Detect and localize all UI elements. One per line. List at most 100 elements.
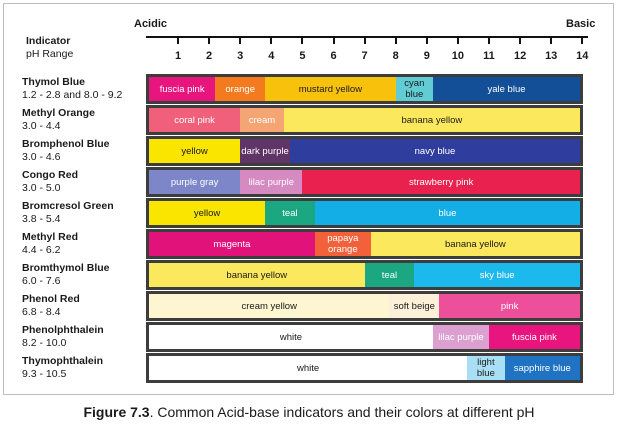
indicator-color-bar: fuscia pink orange mustard yellow cyan blue… [146,74,583,104]
color-segment: soft beige [389,294,440,318]
indicator-ph-range: 3.0 - 4.6 [22,151,61,163]
color-segment: purple gray [149,170,241,194]
color-segment: banana yellow [370,232,580,256]
indicator-ph-range: 3.0 - 4.4 [22,120,61,132]
ph-axis-line [146,36,588,38]
figure-frame: Acidic Basic Indicator pH Range [3,3,614,395]
color-segment: lilac purple [433,325,489,349]
color-segment: banana yellow [149,263,365,287]
indicator-color-bar: purple gray lilac purple strawberry pink [146,167,583,197]
color-segment: sapphire blue [504,356,580,380]
indicator-label: Phenol Red 6.8 - 8.4 [22,293,80,319]
ph-tick-mark [550,36,553,44]
ph-range-header: pH Range [26,48,74,60]
color-segment: cream yellow [149,294,390,318]
indicator-label: Methyl Orange 3.0 - 4.4 [22,107,95,133]
color-segment: fuscia pink [489,325,580,349]
color-segment: yale blue [433,77,580,101]
ph-tick-label: 1 [174,50,182,62]
color-segment: sky blue [414,263,580,287]
ph-tick-mark [239,36,242,44]
indicator-ph-range: 3.8 - 5.4 [22,213,61,225]
indicator-name: Methyl Orange [22,107,95,119]
ph-tick-label: 3 [237,50,244,62]
indicator-name: Congo Red [22,169,78,181]
ph-tick-mark [581,36,584,44]
ph-tick-mark [519,36,522,44]
indicator-ph-range: 1.2 - 2.8 and 8.0 - 9.2 [22,89,123,101]
color-segment: cyan blue [395,77,433,101]
ph-tick-label: 4 [268,50,275,62]
color-segment: lilac purple [240,170,303,194]
indicator-name: Thymol Blue [22,76,86,88]
basic-label: Basic [566,18,596,30]
color-segment: teal [364,263,415,287]
color-segment: coral pink [149,108,241,132]
indicator-ph-range: 3.0 - 5.0 [22,182,61,194]
ph-tick-label: 6 [330,50,337,62]
indicator-label: Congo Red 3.0 - 5.0 [22,169,78,195]
indicator-ph-range: 4.4 - 6.2 [22,244,61,256]
indicator-label: Thymol Blue 1.2 - 2.8 and 8.0 - 9.2 [22,76,122,102]
color-segment: pink [439,294,580,318]
color-segment: orange [215,77,266,101]
caption-text: . Common Acid-base indicators and their … [149,404,535,420]
indicator-name: Bromcresol Green [22,200,114,212]
indicator-name: Methyl Red [22,231,79,243]
indicator-name: Bromphenol Blue [22,138,110,150]
indicator-label: Phenolphthalein 8.2 - 10.0 [22,324,104,350]
ph-tick-mark [394,36,397,44]
ph-tick-label: 5 [299,50,306,62]
indicator-color-bar: white lilac purple fuscia pink [146,322,583,352]
color-segment: banana yellow [283,108,580,132]
color-segment: mustard yellow [265,77,396,101]
ph-tick-mark [208,36,211,44]
indicator-ph-range: 6.8 - 8.4 [22,306,61,318]
color-segment: yellow [149,201,266,225]
indicator-name: Phenol Red [22,293,80,305]
indicator-name: Thymophthalein [22,355,104,367]
indicator-color-bar: coral pink cream banana yellow [146,105,583,135]
ph-tick-mark [270,36,273,44]
indicator-name: Phenolphthalein [22,324,104,336]
color-segment: navy blue [289,139,580,163]
indicator-color-bar: yellow dark purple navy blue [146,136,583,166]
acidic-label: Acidic [134,18,168,30]
indicator-color-bar: cream yellow soft beige pink [146,291,583,321]
indicator-ph-range: 8.2 - 10.0 [22,337,67,349]
color-segment: teal [265,201,315,225]
color-segment: dark purple [240,139,290,163]
color-segment: blue [314,201,580,225]
indicator-label: Thymophthalein 9.3 - 10.5 [22,355,103,381]
ph-tick-label: 10 [451,50,465,62]
ph-tick-mark [301,36,304,44]
color-segment: white [149,356,468,380]
color-segment: magenta [149,232,315,256]
color-segment: yellow [149,139,241,163]
indicator-name: Bromthymol Blue [22,262,110,274]
color-segment: white [149,325,434,349]
ph-tick-label: 7 [361,50,368,62]
indicator-header: Indicator pH Range [26,35,73,61]
ph-tick-label: 8 [392,50,399,62]
indicator-label: Bromthymol Blue 6.0 - 7.6 [22,262,110,288]
ph-tick-mark [332,36,335,44]
ph-tick-label: 9 [423,50,430,62]
indicator-label: Bromphenol Blue 3.0 - 4.6 [22,138,110,164]
color-segment: light blue [467,356,505,380]
indicator-header-title: Indicator [26,35,71,47]
indicator-ph-range: 9.3 - 10.5 [22,368,67,380]
color-segment: fuscia pink [149,77,216,101]
ph-tick-label: 2 [206,50,213,62]
ph-tick-mark [488,36,490,44]
ph-tick-mark [425,36,428,44]
color-segment: cream [240,108,284,132]
indicator-color-bar: magenta papaya orange banana yellow [146,229,583,259]
figure-caption: Figure 7.3. Common Acid-base indicators … [0,404,618,420]
color-segment: strawberry pink [302,170,580,194]
color-segment: papaya orange [314,232,371,256]
ph-tick-label: 13 [545,50,558,62]
ph-tick-label: 12 [513,50,527,62]
ph-tick-mark [363,36,366,44]
ph-tick-label: 11 [483,50,495,62]
